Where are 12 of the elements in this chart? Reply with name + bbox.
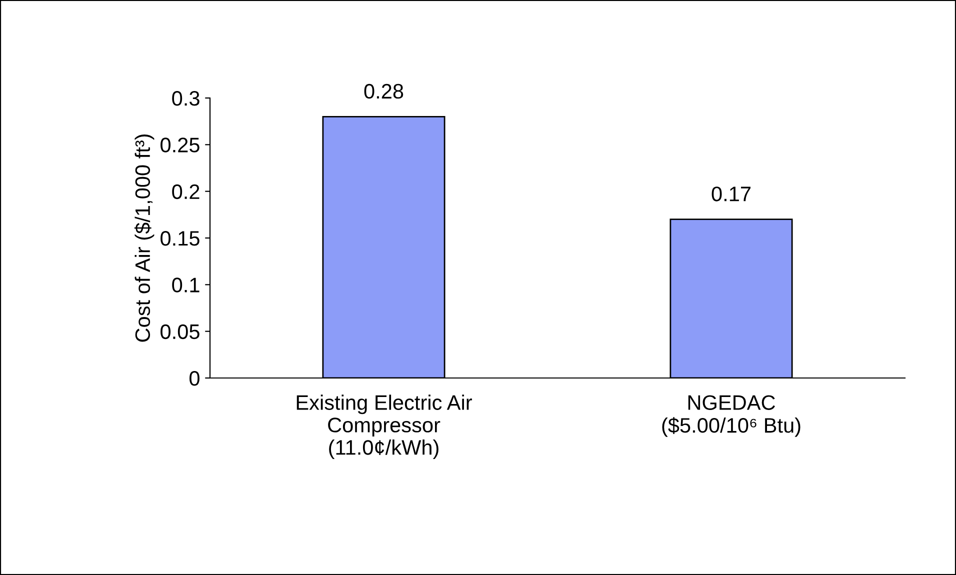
data-label: 0.17	[712, 186, 750, 202]
y-tick-label: 0.3	[172, 91, 200, 106]
y-axis-title: Cost of Air ($/1,000 ft³)	[134, 134, 154, 342]
y-tick-label: 0.1	[172, 278, 200, 292]
y-tick-label: 0	[190, 371, 200, 386]
y-tick-label: 0.05	[160, 324, 200, 340]
y-tick-label: 0.2	[172, 184, 200, 200]
y-tick-label: 0.15	[160, 231, 200, 246]
x-tick-label: NGEDAC ($5.00/10⁶ Btu)	[662, 395, 800, 437]
data-label: 0.28	[364, 84, 404, 99]
y-tick-label: 0.25	[160, 138, 200, 152]
x-tick-label: Existing Electric Air Compressor (11.0¢/kWh)	[296, 394, 472, 459]
